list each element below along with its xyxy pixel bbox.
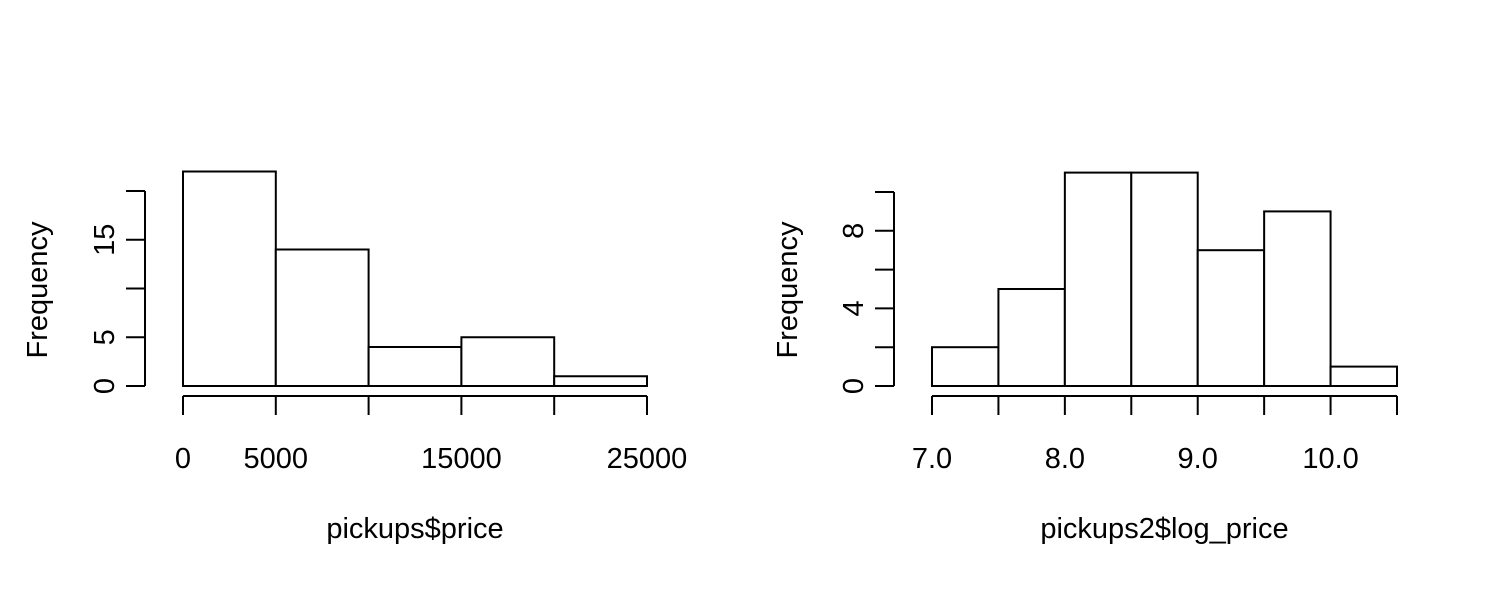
histogram-bar xyxy=(1063,171,1133,387)
x-tick-label: 25000 xyxy=(607,443,688,475)
x-tick-label: 7.0 xyxy=(912,443,952,475)
y-tick-label: 8 xyxy=(838,223,870,239)
histogram-bar xyxy=(182,170,277,387)
x-tick-label: 0 xyxy=(175,443,191,475)
x-tick-label: 9.0 xyxy=(1178,443,1218,475)
histogram-bar xyxy=(1329,365,1398,388)
y-tick-label: 0 xyxy=(89,378,121,394)
y-tick-label: 4 xyxy=(838,300,870,316)
histogram-panel-2: 7.0 8.0 9.0 10.0 0 4 8 pickups2$log_price Freque… xyxy=(772,171,1398,545)
histogram-bar xyxy=(997,288,1066,387)
x-tick-label: 10.0 xyxy=(1302,443,1358,475)
y-tick-label: 0 xyxy=(838,378,870,394)
y-axis-title: Frequency xyxy=(22,221,54,359)
histogram-bar xyxy=(553,375,649,387)
x-axis-title: pickups$price xyxy=(326,513,503,545)
x-tick-label: 8.0 xyxy=(1045,443,1085,475)
y-tick-label: 5 xyxy=(89,329,121,345)
histogram-bar xyxy=(1196,249,1266,387)
histogram-bar xyxy=(1130,171,1199,387)
x-axis-title: pickups2$log_price xyxy=(1040,513,1288,545)
x-tick-label: 5000 xyxy=(244,443,309,475)
histogram-panel-1: 0 5000 15000 25000 0 5 15 pickups$price Frequenc… xyxy=(22,170,688,545)
histogram-bar xyxy=(931,346,1000,388)
histogram-bar xyxy=(1263,210,1332,387)
histogram-bar xyxy=(274,248,370,387)
histogram-bar xyxy=(460,336,556,387)
y-tick-label: 15 xyxy=(89,224,121,256)
y-axis-title: Frequency xyxy=(772,221,804,359)
histogram-bar xyxy=(367,346,463,387)
x-tick-label: 15000 xyxy=(421,443,502,475)
